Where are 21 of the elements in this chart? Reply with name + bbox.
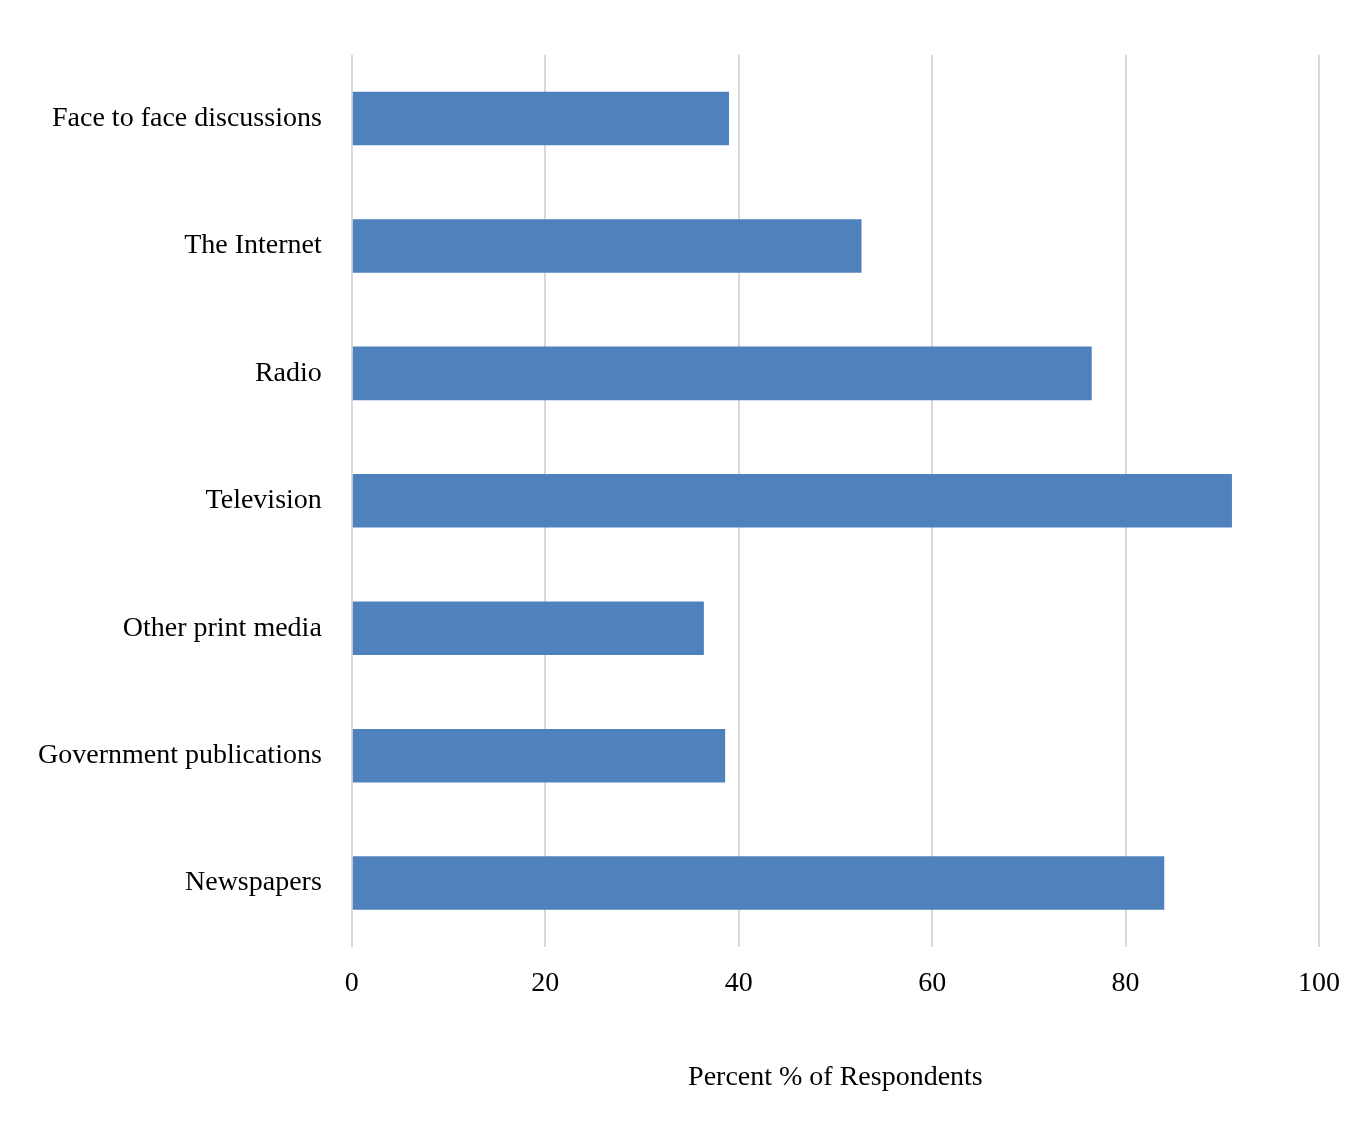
x-tick-label: 60 <box>918 965 947 997</box>
x-tick-label: 0 <box>344 965 359 997</box>
bar <box>352 91 730 146</box>
bar <box>352 346 1092 401</box>
x-tick-label: 40 <box>724 965 753 997</box>
y-tick-label: Newspapers <box>184 865 322 897</box>
bar <box>352 856 1165 910</box>
x-tick-label: 80 <box>1111 965 1140 997</box>
y-tick-label: Government publications <box>38 738 322 770</box>
bar <box>352 474 1232 528</box>
x-tick-label: 20 <box>531 965 560 997</box>
y-tick-label: Other print media <box>122 610 323 642</box>
bar <box>352 728 726 783</box>
x-tick-label: 100 <box>1298 965 1340 997</box>
y-tick-label: Face to face discussions <box>52 100 322 132</box>
bar <box>352 219 862 273</box>
y-tick-label: Radio <box>254 355 322 387</box>
x-axis-title: Percent % of Respondents <box>688 1059 983 1091</box>
y-tick-label: The Internet <box>184 228 323 260</box>
y-tick-label: Television <box>205 483 322 515</box>
bar <box>352 601 704 655</box>
